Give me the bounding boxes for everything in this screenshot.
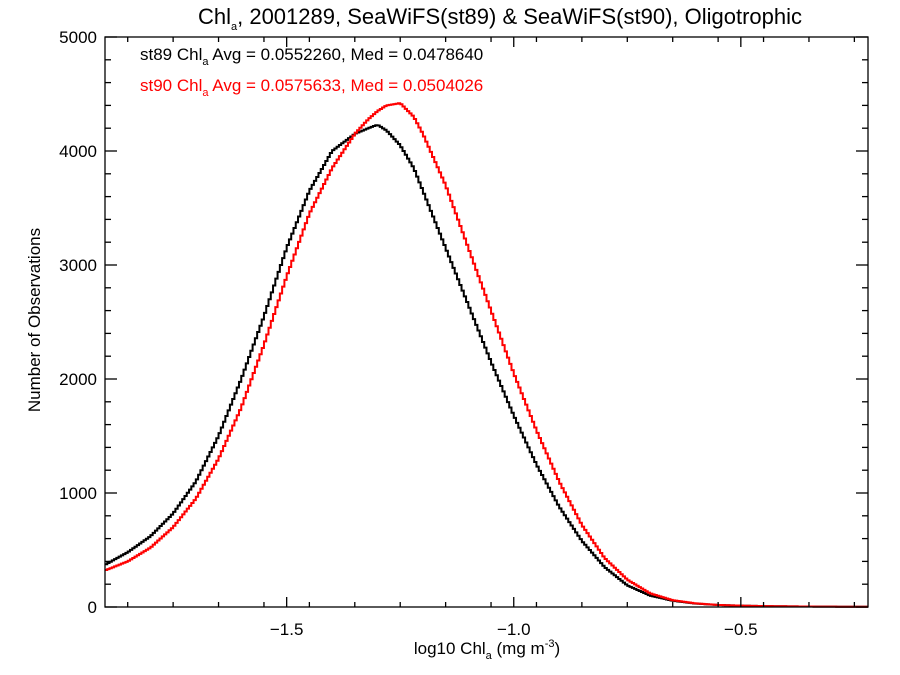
x-tick-label: −1.5 bbox=[270, 620, 304, 639]
y-axis-title: Number of Observations bbox=[25, 228, 44, 412]
y-tick-label: 0 bbox=[88, 598, 97, 617]
x-tick-label: −1.0 bbox=[497, 620, 531, 639]
x-axis-title: log10 Chla (mg m-3) bbox=[414, 638, 560, 662]
y-tick-label: 3000 bbox=[59, 256, 97, 275]
x-tick-label: −0.5 bbox=[724, 620, 758, 639]
series-line-st90 bbox=[105, 102, 868, 608]
annotation-st89: st89 Chla Avg = 0.0552260, Med = 0.04786… bbox=[140, 45, 483, 68]
y-tick-label: 4000 bbox=[59, 142, 97, 161]
series-layer bbox=[105, 102, 868, 608]
plot-frame bbox=[104, 36, 869, 608]
series-line-st89 bbox=[105, 124, 868, 608]
y-tick-label: 2000 bbox=[59, 370, 97, 389]
chart-title: Chla, 2001289, SeaWiFS(st89) & SeaWiFS(s… bbox=[198, 4, 802, 33]
tick-layer: −1.5 −1.0 −0.5 0 1000 2000 3000 4000 5000 bbox=[59, 28, 868, 639]
y-tick-label: 1000 bbox=[59, 484, 97, 503]
y-tick-label: 5000 bbox=[59, 28, 97, 47]
annotation-st90: st90 Chla Avg = 0.0575633, Med = 0.05040… bbox=[140, 76, 483, 99]
